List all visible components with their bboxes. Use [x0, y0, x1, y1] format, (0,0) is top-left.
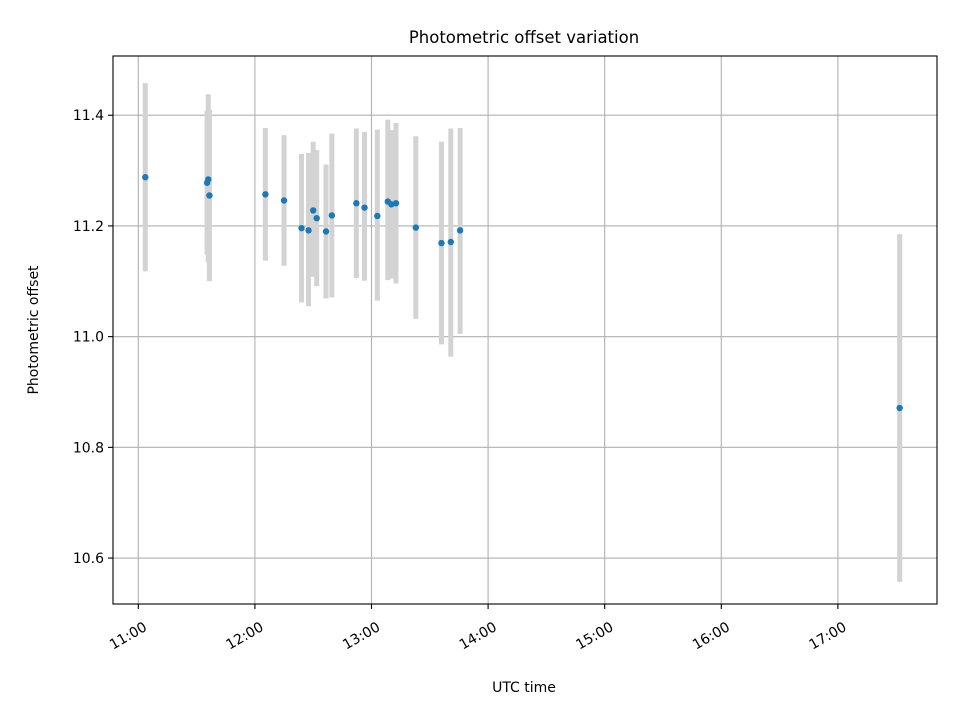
- data-point: [353, 200, 360, 207]
- data-points: [142, 174, 903, 412]
- x-axis-label: UTC time: [492, 680, 556, 696]
- y-tick-label: 11.0: [73, 330, 104, 346]
- data-point: [205, 176, 212, 183]
- data-point: [322, 228, 330, 235]
- y-tick-label: 10.8: [73, 440, 104, 456]
- error-bars: [142, 83, 903, 582]
- data-point: [456, 227, 464, 234]
- data-point: [896, 404, 903, 412]
- data-point: [438, 239, 445, 247]
- data-point: [313, 214, 320, 222]
- y-tick-label: 11.4: [73, 108, 104, 124]
- data-point: [142, 174, 149, 181]
- grid: [113, 56, 937, 604]
- chart-title: Photometric offset variation: [409, 28, 639, 47]
- data-point: [206, 192, 213, 199]
- y-axis-ticks: 10.6 10.8 11.0 11.2 11.4: [73, 108, 113, 567]
- x-tick-label: 14:00: [457, 619, 500, 653]
- x-tick-label: 13:00: [340, 619, 383, 653]
- x-tick-label: 17:00: [807, 619, 850, 653]
- data-point: [392, 200, 400, 207]
- data-point: [305, 227, 312, 234]
- data-point: [361, 204, 368, 211]
- x-axis-ticks: 11:00 12:00 13:00 14:00 15:00 16:00 17:00: [107, 604, 850, 653]
- y-tick-label: 10.6: [73, 551, 104, 567]
- data-point: [374, 212, 381, 220]
- plot-frame: [112, 55, 938, 605]
- x-tick-label: 11:00: [107, 619, 150, 653]
- data-point: [328, 212, 336, 219]
- x-tick-label: 12:00: [224, 619, 267, 653]
- data-point: [280, 197, 288, 204]
- x-tick-label: 16:00: [690, 619, 733, 653]
- data-point: [298, 224, 305, 232]
- x-tick-label: 15:00: [573, 619, 616, 653]
- data-point: [309, 207, 317, 214]
- data-point: [262, 191, 269, 198]
- data-point: [447, 238, 454, 246]
- data-point: [412, 224, 420, 231]
- y-axis-label: Photometric offset: [26, 265, 42, 395]
- y-tick-label: 11.2: [73, 219, 104, 235]
